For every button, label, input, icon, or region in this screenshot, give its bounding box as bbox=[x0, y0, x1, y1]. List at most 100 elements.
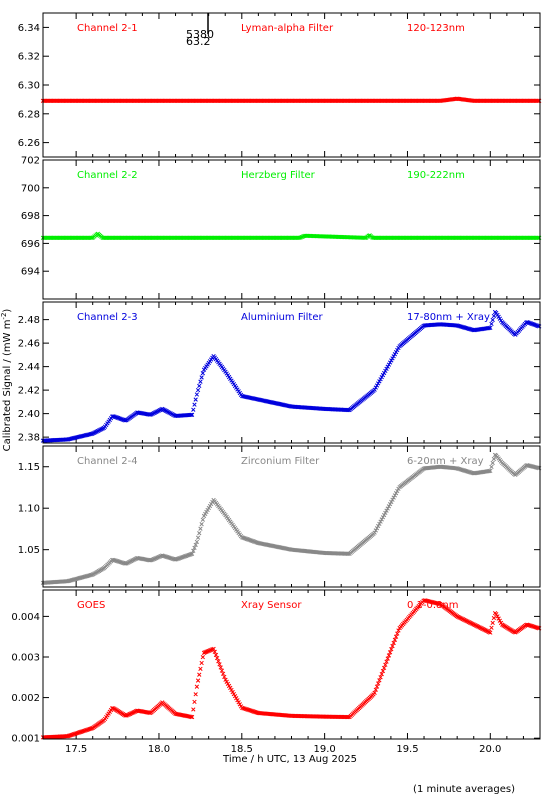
data-point bbox=[225, 681, 231, 687]
data-point bbox=[246, 537, 251, 542]
data-point bbox=[486, 468, 492, 474]
data-point bbox=[193, 542, 198, 548]
data-point bbox=[346, 407, 351, 413]
data-point bbox=[377, 521, 382, 526]
y-tick-label: 698 bbox=[21, 211, 40, 222]
data-point bbox=[70, 732, 75, 737]
data-point bbox=[88, 726, 93, 731]
data-point bbox=[246, 707, 251, 712]
data-point bbox=[381, 665, 387, 671]
panel-label-1: Channel 2-3 bbox=[77, 312, 138, 323]
data-point bbox=[391, 495, 396, 500]
data-point bbox=[395, 488, 400, 494]
data-point bbox=[385, 506, 390, 511]
data-point bbox=[244, 536, 250, 542]
data-point bbox=[161, 553, 166, 559]
data-point bbox=[194, 392, 200, 397]
series-markers bbox=[40, 309, 542, 443]
data-point bbox=[214, 655, 220, 661]
panel-label-3: 120-123nm bbox=[407, 23, 465, 34]
data-point bbox=[168, 555, 173, 561]
data-point bbox=[533, 625, 538, 630]
data-point bbox=[535, 235, 541, 240]
data-point bbox=[195, 678, 201, 683]
data-point bbox=[494, 612, 499, 617]
data-point bbox=[160, 553, 165, 558]
x-tick-label: 18.5 bbox=[231, 744, 253, 755]
marker-annotation: 5380 63.2 bbox=[186, 13, 214, 48]
data-point bbox=[197, 672, 202, 677]
data-point bbox=[166, 555, 171, 560]
x-tick-label: 19.0 bbox=[314, 744, 336, 755]
data-point bbox=[525, 320, 530, 325]
data-point bbox=[148, 412, 153, 417]
data-point bbox=[75, 730, 80, 736]
data-point bbox=[163, 554, 169, 559]
data-point bbox=[346, 714, 351, 720]
data-point bbox=[532, 624, 537, 630]
data-point bbox=[384, 659, 389, 664]
data-point bbox=[384, 366, 389, 371]
data-point bbox=[191, 407, 196, 412]
data-point bbox=[118, 559, 123, 565]
data-point bbox=[117, 416, 122, 421]
data-point bbox=[489, 464, 494, 470]
data-point bbox=[206, 505, 211, 511]
data-point bbox=[174, 557, 179, 562]
panel-1: 6.26 6.28 6.30 6.32 6.34 Channel 2-1 Lyman-alp… bbox=[18, 12, 542, 158]
data-point bbox=[111, 414, 116, 419]
data-point bbox=[529, 623, 535, 629]
data-point bbox=[490, 460, 495, 466]
y-axis-label-superscript: -2 bbox=[0, 313, 8, 320]
data-point bbox=[164, 554, 170, 560]
data-point bbox=[243, 706, 248, 712]
data-point bbox=[201, 513, 207, 519]
marker-label-top: 5380 bbox=[186, 28, 214, 41]
data-point bbox=[69, 732, 74, 738]
data-point bbox=[193, 397, 198, 402]
data-point bbox=[175, 556, 180, 561]
panel-label-3: 17-80nm + Xray bbox=[407, 312, 490, 323]
data-point bbox=[253, 539, 258, 545]
data-point bbox=[488, 325, 493, 331]
y-tick-label: 696 bbox=[21, 239, 40, 250]
data-point bbox=[195, 387, 201, 393]
data-point bbox=[212, 649, 217, 654]
data-point bbox=[194, 539, 200, 545]
x-tick-label: 19.5 bbox=[396, 744, 418, 755]
y-tick-label: 2.48 bbox=[18, 315, 40, 326]
data-point bbox=[188, 412, 194, 418]
data-point bbox=[200, 517, 205, 522]
data-point bbox=[383, 510, 388, 516]
panel-3: 2.38 2.40 2.42 2.44 2.46 2.48 Channel 2-3 Alumi… bbox=[18, 301, 542, 444]
data-point bbox=[297, 235, 302, 240]
data-point bbox=[385, 656, 390, 661]
data-point bbox=[385, 364, 390, 369]
data-point bbox=[77, 730, 83, 735]
data-point bbox=[392, 637, 398, 642]
data-point bbox=[193, 692, 198, 697]
data-point bbox=[188, 552, 194, 557]
panel-label-1: GOES bbox=[77, 600, 105, 611]
data-point bbox=[366, 233, 371, 238]
data-point bbox=[120, 417, 126, 422]
data-point bbox=[76, 730, 81, 735]
data-point bbox=[489, 625, 494, 630]
panel-5: 17.5 18.0 18.5 19.0 19.5 20.0 0.001 0.002 0.003 0… bbox=[11, 589, 542, 755]
data-point bbox=[198, 379, 203, 384]
data-point bbox=[123, 418, 128, 423]
y-tick-label: 1.15 bbox=[18, 462, 40, 473]
data-point bbox=[223, 677, 228, 682]
panel-label-2: Lyman-alpha Filter bbox=[241, 23, 334, 34]
data-point bbox=[254, 540, 259, 545]
data-point bbox=[381, 370, 387, 376]
data-point bbox=[380, 515, 386, 520]
data-point bbox=[82, 728, 87, 733]
data-point bbox=[203, 511, 208, 517]
data-point bbox=[191, 707, 196, 712]
data-point bbox=[79, 729, 84, 734]
panel-2: 694 696 698 700 702 Channel 2-2 Herzberg Filte… bbox=[21, 156, 542, 300]
y-tick-label: 6.32 bbox=[18, 52, 40, 63]
data-point bbox=[89, 572, 95, 577]
data-point bbox=[247, 537, 252, 543]
